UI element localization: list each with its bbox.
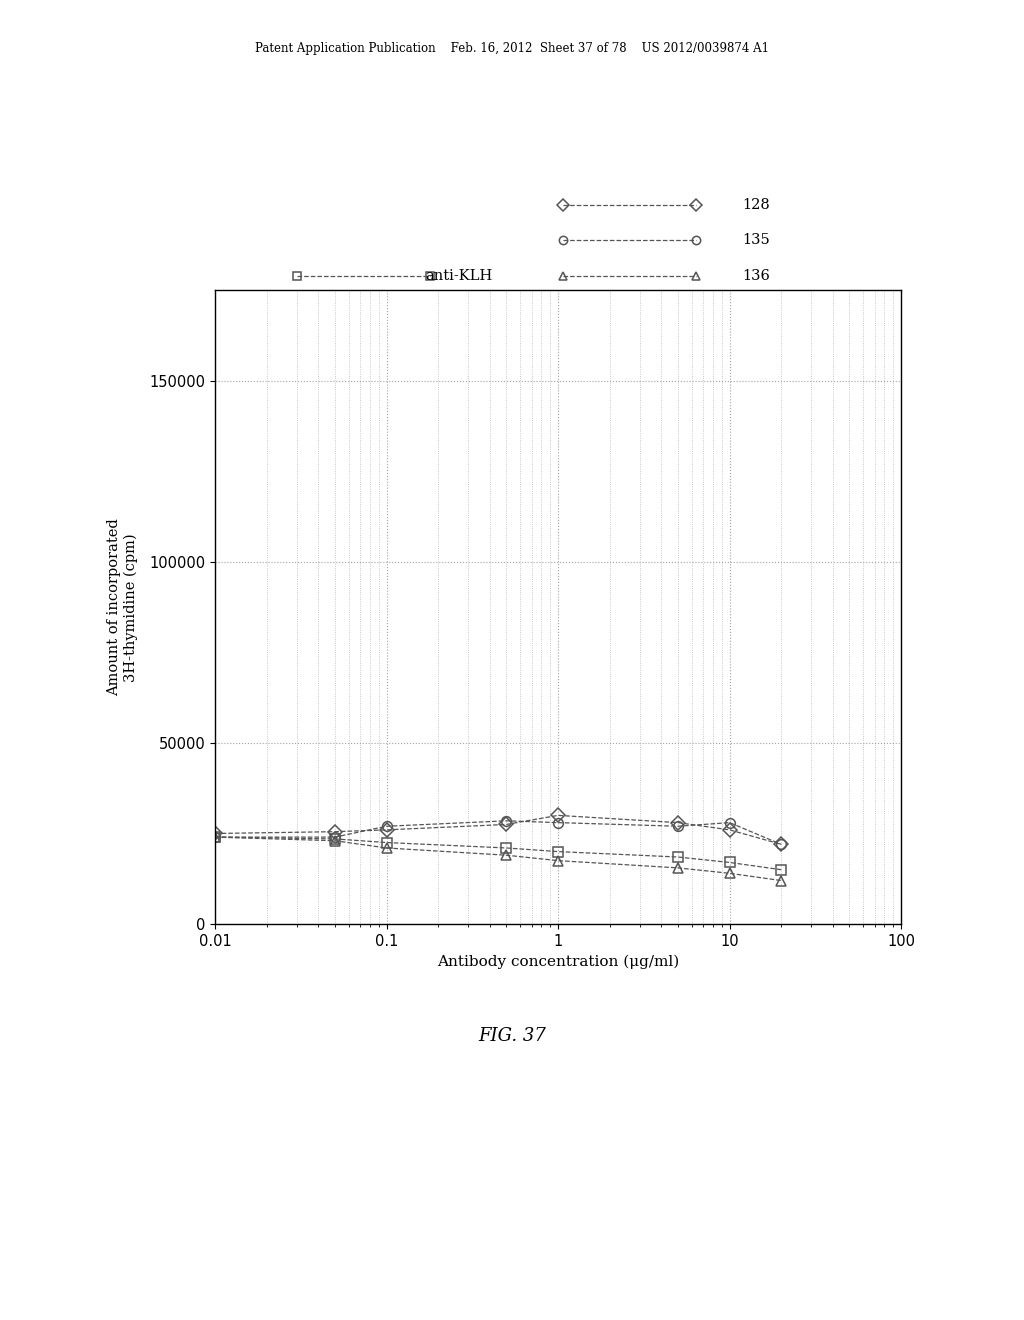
X-axis label: Antibody concentration (μg/ml): Antibody concentration (μg/ml) bbox=[437, 954, 679, 969]
Text: 135: 135 bbox=[742, 234, 770, 247]
Y-axis label: Amount of incorporated
3H-thymidine (cpm): Amount of incorporated 3H-thymidine (cpm… bbox=[108, 519, 138, 696]
Text: 128: 128 bbox=[742, 198, 770, 211]
Text: anti-KLH: anti-KLH bbox=[425, 269, 493, 282]
Text: FIG. 37: FIG. 37 bbox=[478, 1027, 546, 1045]
Text: Patent Application Publication    Feb. 16, 2012  Sheet 37 of 78    US 2012/00398: Patent Application Publication Feb. 16, … bbox=[255, 42, 769, 55]
Text: 136: 136 bbox=[742, 269, 770, 282]
